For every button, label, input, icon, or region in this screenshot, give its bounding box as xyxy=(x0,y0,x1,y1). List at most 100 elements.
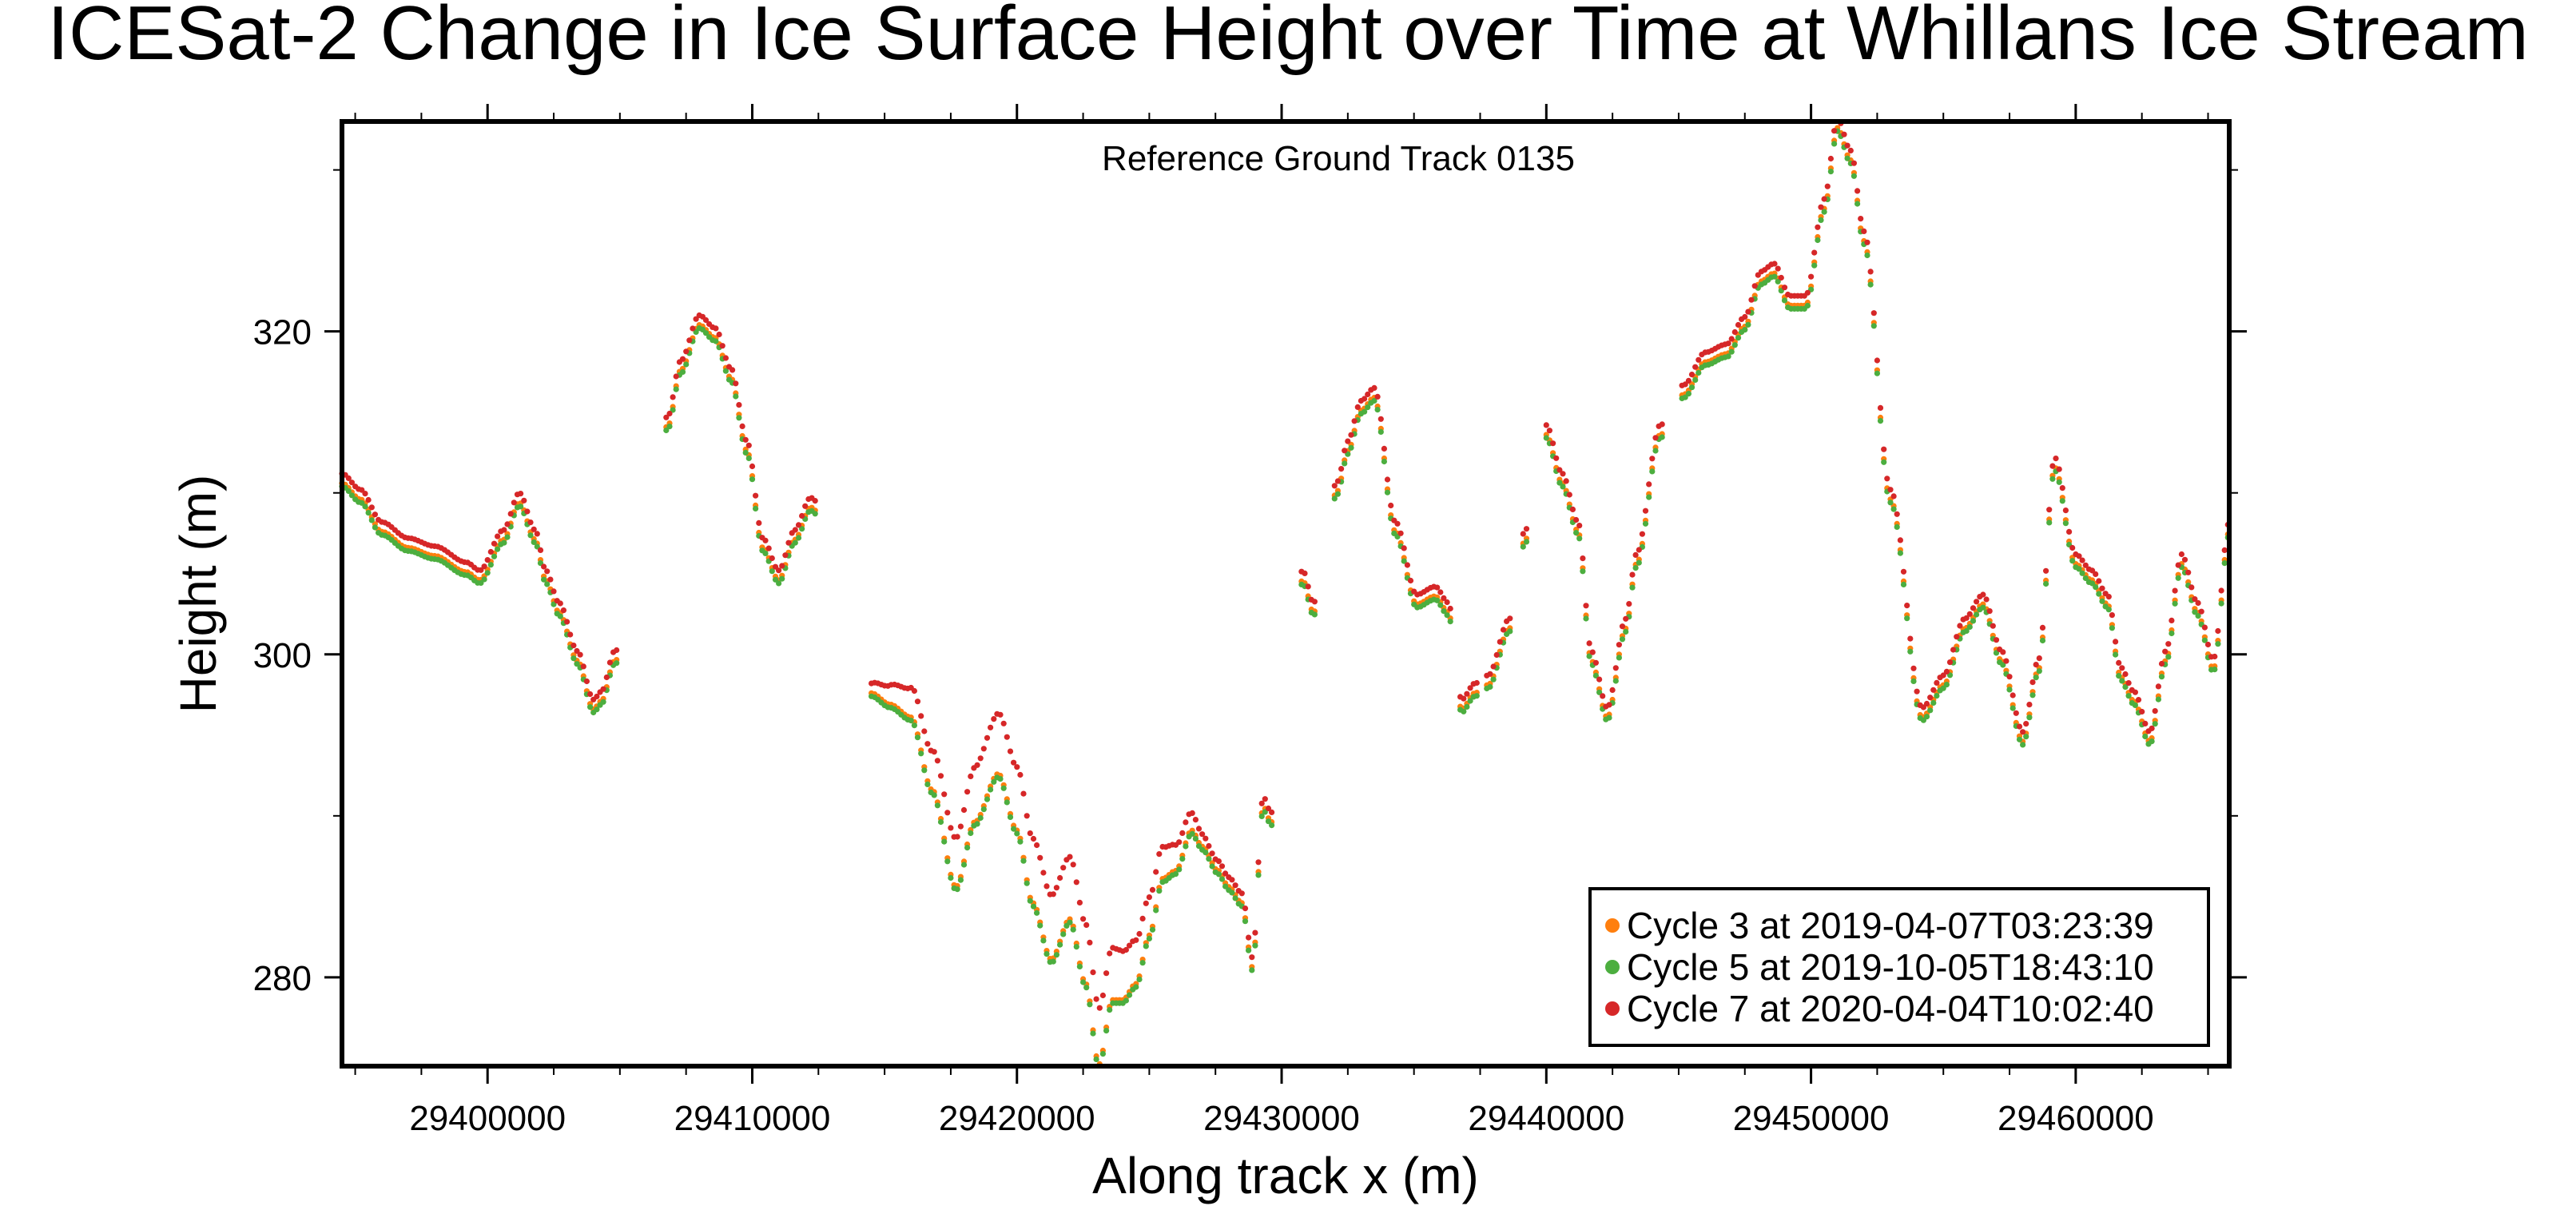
data-point xyxy=(1269,809,1275,816)
data-point xyxy=(1520,531,1526,537)
data-point xyxy=(1345,438,1351,444)
data-point xyxy=(1649,456,1656,462)
data-point xyxy=(1983,596,1990,603)
data-point xyxy=(1153,869,1159,875)
data-point xyxy=(1619,636,1626,643)
data-point xyxy=(1742,313,1748,320)
data-point xyxy=(1351,418,1358,424)
data-point xyxy=(1731,342,1738,348)
data-point xyxy=(1246,947,1252,953)
data-point xyxy=(722,368,729,374)
data-point xyxy=(1867,269,1874,275)
data-point xyxy=(1149,886,1156,893)
data-point xyxy=(606,659,614,666)
data-point xyxy=(1685,377,1691,384)
data-point xyxy=(782,552,789,559)
data-point xyxy=(1030,903,1037,909)
data-point xyxy=(1242,905,1249,912)
data-point xyxy=(1563,478,1569,484)
data-point xyxy=(1818,217,1824,223)
data-point xyxy=(673,373,679,380)
data-point xyxy=(679,368,686,375)
data-point xyxy=(1580,568,1586,575)
data-point xyxy=(1000,720,1007,726)
data-point xyxy=(487,548,494,555)
x-axis-label: Along track x (m) xyxy=(1092,1147,1479,1204)
data-point xyxy=(911,722,917,729)
data-point xyxy=(1252,929,1258,936)
data-point xyxy=(739,423,745,430)
data-point xyxy=(1080,916,1087,922)
data-point xyxy=(2169,630,2175,637)
data-point xyxy=(1974,611,1980,618)
x-tick-label: 29460000 xyxy=(1998,1099,2154,1138)
data-point xyxy=(1827,155,1834,162)
series-cycle-7 xyxy=(339,120,2231,1011)
data-point xyxy=(1695,356,1702,363)
data-point xyxy=(1781,285,1788,291)
data-point xyxy=(1884,476,1890,482)
data-point xyxy=(541,576,547,583)
data-point xyxy=(1963,627,1970,635)
data-point xyxy=(1143,900,1149,906)
data-point xyxy=(1745,321,1751,328)
data-point xyxy=(577,651,583,658)
data-point xyxy=(2082,575,2089,582)
data-point xyxy=(1050,891,1056,898)
data-point xyxy=(683,348,690,355)
data-point xyxy=(2056,479,2062,485)
data-point xyxy=(1639,531,1645,537)
data-point xyxy=(779,575,785,582)
data-point xyxy=(1348,432,1354,438)
data-point xyxy=(2212,667,2218,673)
legend-marker-cycle-7 xyxy=(1605,1001,1620,1016)
data-point xyxy=(719,343,725,349)
data-point xyxy=(1586,640,1592,647)
data-point xyxy=(1107,950,1113,957)
data-point xyxy=(1877,404,1884,411)
legend-label-cycle-3: Cycle 3 at 2019-04-07T03:23:39 xyxy=(1627,905,2154,946)
data-point xyxy=(745,442,752,448)
data-point xyxy=(1087,939,1093,945)
data-point xyxy=(1206,842,1212,850)
data-point xyxy=(1404,562,1410,568)
data-point xyxy=(1467,698,1473,704)
data-point xyxy=(2175,575,2181,581)
data-point xyxy=(1305,583,1311,590)
data-point xyxy=(2062,520,2069,527)
data-point xyxy=(1407,577,1414,584)
data-point xyxy=(1904,615,1910,622)
data-point xyxy=(2036,655,2042,662)
data-point xyxy=(941,791,948,798)
data-point xyxy=(1377,428,1384,436)
data-point xyxy=(1874,370,1880,376)
data-point xyxy=(742,449,749,456)
x-tick-label: 29440000 xyxy=(1468,1099,1624,1138)
data-point xyxy=(1583,615,1589,622)
data-point xyxy=(1229,890,1235,896)
data-points xyxy=(339,120,2231,1067)
data-point xyxy=(1560,471,1566,477)
data-point xyxy=(1265,805,1272,812)
data-point xyxy=(2016,736,2023,742)
data-point xyxy=(1609,687,1616,694)
data-point xyxy=(812,498,818,504)
data-point xyxy=(1371,384,1377,391)
data-point xyxy=(2039,624,2046,631)
data-point xyxy=(931,749,937,755)
data-point xyxy=(1497,639,1503,645)
data-point xyxy=(1044,951,1050,957)
data-point xyxy=(765,545,772,551)
data-point xyxy=(2109,625,2115,631)
data-point xyxy=(1821,209,1827,215)
data-point xyxy=(2116,659,2122,667)
data-point xyxy=(2053,456,2059,462)
data-point xyxy=(1804,302,1811,309)
data-point xyxy=(587,691,594,698)
data-point xyxy=(988,786,994,793)
data-point xyxy=(1815,237,1821,244)
data-point xyxy=(1646,494,1652,500)
data-point xyxy=(2215,627,2221,635)
data-point xyxy=(2162,648,2169,655)
data-point xyxy=(924,741,931,747)
